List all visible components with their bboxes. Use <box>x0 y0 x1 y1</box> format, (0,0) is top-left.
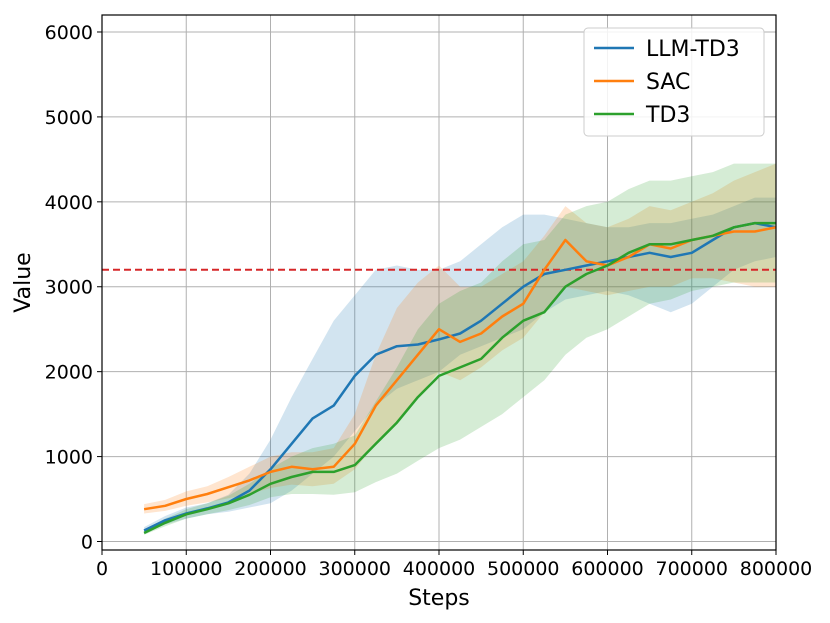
line-llm-td3 <box>143 221 777 532</box>
y-axis-label: Value <box>11 252 36 312</box>
y-axis-ticks: 0 1000 2000 3000 4000 5000 6000 <box>45 22 102 554</box>
x-tick-label: 300000 <box>318 558 391 580</box>
band-llm-td3 <box>144 197 777 533</box>
grid <box>101 15 777 550</box>
x-tick-label: 700000 <box>655 558 728 580</box>
x-tick-label: 500000 <box>487 558 560 580</box>
x-axis-label: Steps <box>408 586 470 611</box>
legend-label-llm-td3: LLM-TD3 <box>646 37 740 62</box>
band-sac <box>144 163 777 514</box>
y-tick-label: 3000 <box>45 277 93 299</box>
x-axis-ticks: 0 100000 200000 300000 400000 500000 600000 700… <box>96 550 812 580</box>
legend-box <box>583 27 765 137</box>
confidence-bands <box>144 163 777 535</box>
series-lines <box>143 221 777 535</box>
line-td3 <box>143 221 776 535</box>
x-tick-label: 100000 <box>150 558 223 580</box>
line-sac <box>143 226 777 511</box>
legend-label-sac: SAC <box>646 70 690 95</box>
legend-label-td3: TD3 <box>645 103 690 128</box>
y-tick-label: 1000 <box>45 447 93 469</box>
y-tick-label: 6000 <box>45 22 93 44</box>
y-tick-label: 4000 <box>45 192 93 214</box>
legend: LLM-TD3 SAC TD3 <box>583 27 765 137</box>
x-tick-label: 800000 <box>740 558 813 580</box>
y-tick-label: 5000 <box>45 107 93 129</box>
y-tick-label: 0 <box>81 532 93 554</box>
band-td3 <box>144 163 777 535</box>
x-tick-label: 400000 <box>403 558 476 580</box>
x-tick-label: 200000 <box>234 558 307 580</box>
x-tick-label: 0 <box>96 558 108 580</box>
y-tick-label: 2000 <box>45 362 93 384</box>
x-tick-label: 600000 <box>571 558 644 580</box>
